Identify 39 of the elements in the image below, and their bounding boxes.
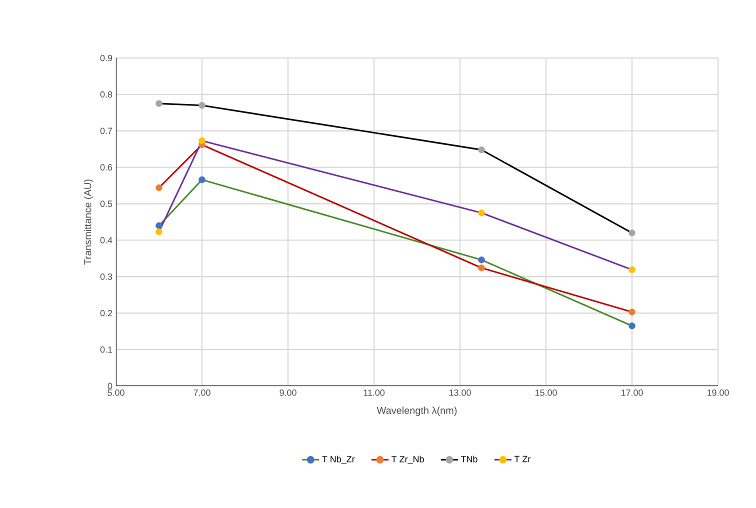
point xyxy=(628,266,636,274)
y-tick-label: 0.3 xyxy=(100,273,112,280)
y-tick-label: 0.6 xyxy=(100,164,112,171)
legend-label: T Nb_Zr xyxy=(322,456,355,464)
x-tick-label: 17.00 xyxy=(621,390,643,396)
point xyxy=(156,222,162,230)
legend-label: TNb xyxy=(460,456,478,462)
point xyxy=(198,176,206,184)
point xyxy=(156,228,162,236)
x-tick-label: 19.00 xyxy=(707,390,729,396)
y-axis-title: Transmittance (AU) xyxy=(84,180,94,265)
legend-label: T Zr xyxy=(514,456,531,462)
point xyxy=(628,308,636,316)
point xyxy=(478,256,485,264)
x-tick-label: 5.00 xyxy=(108,390,124,396)
point xyxy=(478,264,485,272)
y-tick-label: 0.2 xyxy=(100,310,112,316)
point xyxy=(478,209,485,216)
x-tick-label: 13.00 xyxy=(449,390,471,396)
y-tick-label: 0.7 xyxy=(100,128,112,134)
point xyxy=(628,230,636,236)
point xyxy=(628,322,636,330)
x-tick-label: 15.00 xyxy=(535,390,557,396)
y-tick-label: 0.9 xyxy=(100,54,112,62)
point xyxy=(156,100,162,107)
y-tick-label: 0.4 xyxy=(100,237,112,244)
y-tick-label: 0 xyxy=(108,382,112,390)
legend-label: T Zr_Nb xyxy=(392,456,424,464)
y-tick-label: 0.5 xyxy=(100,200,112,207)
point xyxy=(198,137,206,144)
x-axis-title: Wavelength λ(nm) xyxy=(376,406,457,416)
y-tick-label: 0.1 xyxy=(100,346,112,353)
x-tick-label: 7.00 xyxy=(194,390,210,396)
x-tick-label: 11.00 xyxy=(364,390,385,396)
point xyxy=(156,184,162,192)
x-tick-label: 9.00 xyxy=(280,390,296,396)
y-tick-label: 0.8 xyxy=(100,91,112,98)
point xyxy=(198,102,206,109)
point xyxy=(478,146,485,154)
